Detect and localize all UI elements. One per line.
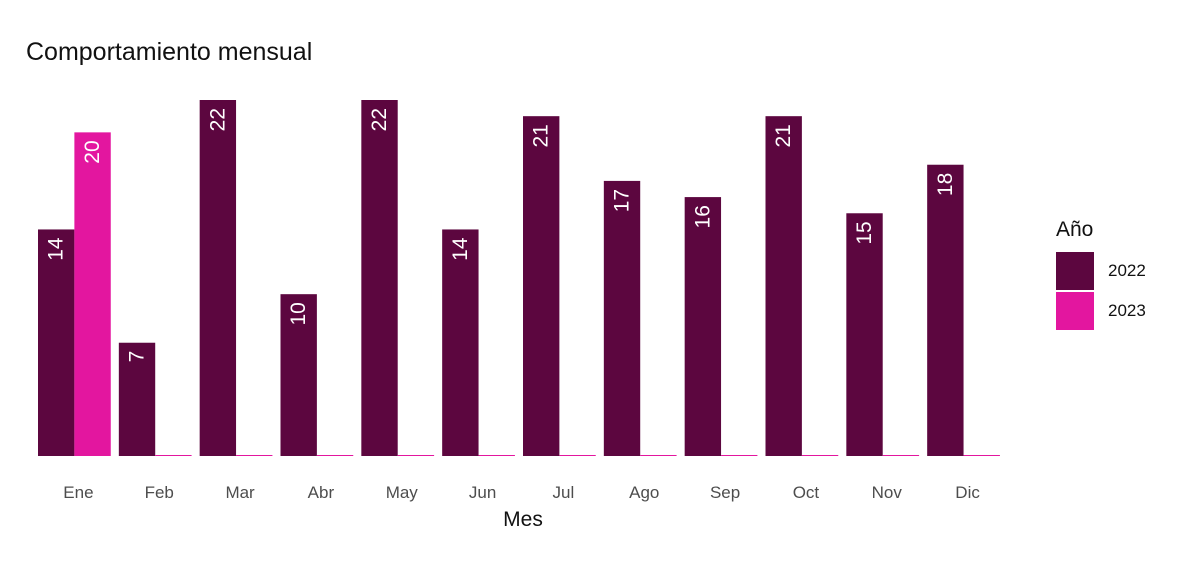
bar-label-mar-2022: 22: [206, 108, 229, 131]
bar-label-jul-2022: 21: [530, 124, 553, 147]
bar-label-ago-2022: 17: [611, 189, 634, 212]
bar-jul-2022: [523, 116, 560, 457]
bar-jun-2022: [442, 229, 479, 456]
bar-ene-2022: [38, 229, 75, 456]
legend-title: Año: [1056, 218, 1094, 241]
bar-nov-2022: [846, 213, 883, 456]
bar-dic-2022: [927, 164, 964, 457]
chart-title: Comportamiento mensual: [26, 38, 313, 66]
x-tick-jun: Jun: [469, 483, 496, 502]
bar-feb-2022: [118, 342, 156, 456]
x-tick-jul: Jul: [553, 483, 575, 502]
bar-jun-2023: [478, 455, 515, 456]
bar-may-2022: [361, 100, 398, 456]
legend: Año 2022 2023: [1056, 218, 1146, 331]
bars-group: [38, 100, 1000, 457]
legend-item-2023: 2023: [1056, 291, 1146, 331]
bar-label-may-2022: 22: [368, 108, 391, 131]
x-tick-nov: Nov: [872, 483, 903, 502]
bar-oct-2023: [801, 455, 839, 456]
x-tick-mar: Mar: [225, 483, 255, 502]
bar-abr-2023: [316, 455, 354, 456]
bar-mar-2022: [199, 100, 237, 456]
bar-dic-2023: [963, 455, 1000, 456]
bar-nov-2023: [882, 455, 920, 456]
legend-swatch-2023: [1056, 292, 1094, 330]
bar-abr-2022: [280, 294, 317, 456]
x-tick-abr: Abr: [308, 483, 335, 502]
bar-label-ene-2023: 20: [81, 140, 104, 163]
x-axis-label: Mes: [503, 508, 543, 531]
legend-items: 2022 2023: [1056, 251, 1146, 331]
bar-label-dic-2022: 18: [934, 173, 957, 196]
bar-label-abr-2022: 10: [287, 302, 310, 325]
x-tick-sep: Sep: [710, 483, 740, 502]
bar-sep-2023: [721, 455, 758, 456]
x-tick-feb: Feb: [145, 483, 174, 502]
bar-feb-2023: [155, 455, 192, 456]
legend-label-2022: 2022: [1108, 261, 1146, 280]
bar-label-feb-2022: 7: [126, 351, 149, 363]
bar-label-oct-2022: 21: [772, 124, 795, 147]
bar-oct-2022: [765, 116, 802, 457]
bar-label-jun-2022: 14: [449, 237, 472, 261]
bar-label-sep-2022: 16: [691, 205, 714, 228]
bar-ago-2022: [603, 180, 641, 456]
legend-swatch-2022: [1056, 252, 1094, 290]
bar-may-2023: [397, 455, 435, 456]
bar-label-nov-2022: 15: [853, 221, 876, 244]
bar-ene-2023: [74, 132, 111, 457]
x-tick-dic: Dic: [955, 483, 980, 502]
legend-item-2022: 2022: [1056, 251, 1146, 291]
bar-labels-group: 14 20 7 22 10 22 14 21 17 16 21 15 18: [45, 108, 957, 362]
x-axis-ticks: Ene Feb Mar Abr May Jun Jul Ago Sep Oct Nov Dic: [63, 483, 980, 502]
x-tick-ago: Ago: [629, 483, 659, 502]
bar-jul-2023: [559, 455, 596, 456]
legend-label-2023: 2023: [1108, 301, 1146, 320]
bar-label-ene-2022: 14: [45, 237, 68, 261]
bar-ago-2023: [640, 455, 677, 456]
x-tick-may: May: [386, 483, 419, 502]
bar-mar-2023: [236, 455, 273, 456]
x-tick-oct: Oct: [793, 483, 820, 502]
x-tick-ene: Ene: [63, 483, 93, 502]
bar-sep-2022: [684, 197, 722, 456]
